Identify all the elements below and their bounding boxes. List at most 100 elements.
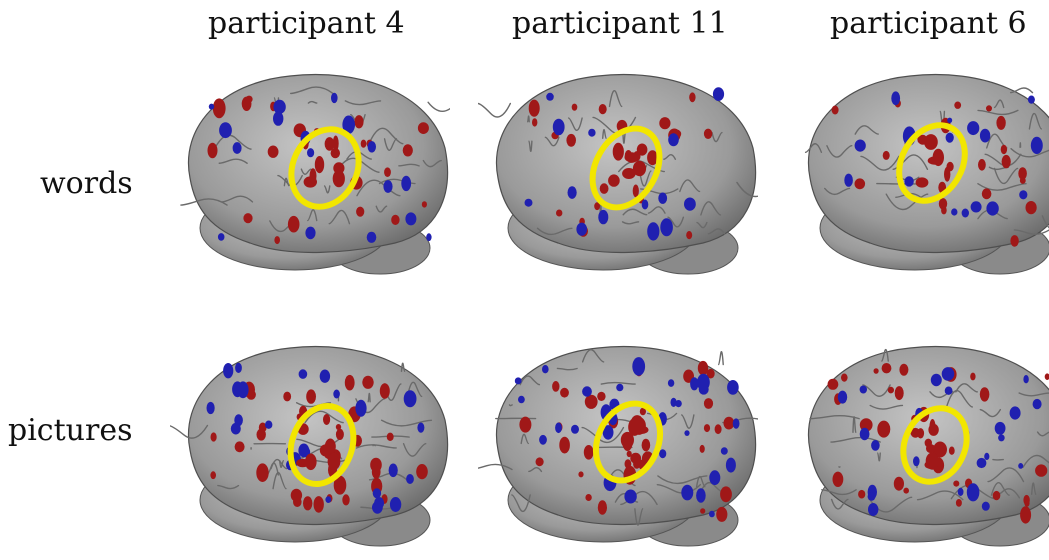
activation-blue	[913, 456, 920, 467]
activation-blue	[405, 212, 417, 226]
activation-blue	[331, 92, 338, 104]
activation-red	[915, 177, 929, 188]
column-title-participant-4: participant 4	[208, 6, 405, 41]
activation-red	[1044, 373, 1049, 380]
activation-red	[571, 103, 578, 111]
activation-red	[210, 432, 217, 442]
activation-blue	[514, 377, 522, 385]
highlight-ring	[287, 403, 357, 487]
activation-red	[854, 178, 866, 190]
activation-red	[274, 236, 280, 245]
activation-blue	[542, 365, 549, 374]
activation-red	[841, 373, 848, 382]
activation-blue	[930, 373, 942, 387]
activation-blue	[709, 470, 721, 486]
activation-red	[1020, 506, 1032, 524]
activation-blue	[546, 92, 554, 101]
activation-red	[944, 166, 951, 182]
activation-red	[723, 416, 735, 430]
activation-red	[598, 104, 607, 115]
activation-red	[981, 188, 992, 200]
activation-blue	[208, 103, 215, 110]
activation-blue	[641, 199, 649, 210]
activation-blue	[235, 362, 242, 373]
activation-red	[386, 432, 394, 441]
activation-blue	[232, 142, 242, 154]
activation-red	[578, 471, 584, 478]
activation-red	[924, 134, 938, 150]
activation-red	[970, 372, 976, 381]
activation-red	[599, 183, 609, 194]
activation-red	[1001, 154, 1011, 169]
activation-red	[632, 160, 647, 177]
activation-blue	[624, 489, 637, 504]
activation-red	[245, 95, 253, 103]
activation-blue	[342, 115, 355, 134]
activation-blue	[984, 452, 990, 460]
activation-blue	[355, 399, 367, 417]
activation-red	[560, 387, 569, 398]
activation-blue	[571, 424, 579, 434]
activation-red	[519, 416, 532, 433]
activation-blue	[616, 383, 624, 392]
highlight-ring	[592, 400, 664, 484]
activation-blue	[403, 390, 417, 408]
activation-red	[858, 489, 866, 499]
activation-blue	[307, 148, 315, 158]
activation-red	[887, 386, 894, 394]
activation-blue	[668, 133, 679, 147]
activation-red	[700, 508, 706, 514]
activation-red	[996, 115, 1006, 130]
activation-red	[583, 445, 594, 460]
activation-red	[608, 174, 620, 187]
activation-blue	[720, 447, 728, 455]
activation-blue	[1032, 398, 1042, 410]
activation-red	[332, 169, 345, 188]
activation-red	[955, 499, 962, 507]
activation-red	[362, 375, 374, 389]
activation-red	[628, 418, 641, 436]
activation-blue	[367, 141, 376, 153]
activation-blue	[234, 414, 243, 427]
activation-blue	[588, 128, 596, 137]
activation-red	[212, 98, 226, 119]
activation-blue	[867, 492, 876, 501]
activation-red	[1025, 201, 1037, 215]
activation-blue	[854, 139, 866, 152]
activation-blue	[567, 186, 577, 199]
brain-panel-p11-pictures	[478, 330, 758, 560]
activation-red	[342, 494, 350, 506]
activation-red	[630, 452, 642, 464]
activation-red	[903, 487, 909, 494]
activation-red	[256, 463, 269, 482]
activation-blue	[582, 386, 592, 397]
activation-red	[597, 500, 607, 515]
activation-red	[893, 476, 904, 491]
highlight-ring	[900, 405, 970, 485]
activation-blue	[941, 367, 955, 381]
activation-red	[314, 156, 325, 174]
activation-blue	[366, 231, 377, 243]
activation-blue	[1023, 375, 1029, 384]
activation-blue	[675, 400, 682, 408]
activation-blue	[555, 422, 562, 434]
activation-red	[234, 441, 245, 453]
activation-blue	[1030, 136, 1043, 154]
activation-blue	[868, 503, 879, 516]
activation-blue	[981, 501, 990, 511]
activation-blue	[904, 176, 914, 187]
activation-red	[699, 444, 705, 453]
activation-red	[402, 144, 413, 157]
activation-blue	[709, 510, 715, 518]
activation-red	[716, 506, 728, 522]
activation-blue	[684, 197, 696, 211]
activation-red	[597, 391, 606, 401]
activation-red	[1000, 144, 1008, 155]
activation-blue	[951, 208, 958, 216]
activation-blue	[265, 420, 273, 429]
activation-blue	[305, 226, 316, 240]
activation-red	[344, 374, 355, 391]
activation-red	[714, 424, 722, 435]
activation-red	[421, 201, 427, 208]
activation-red	[309, 168, 317, 184]
